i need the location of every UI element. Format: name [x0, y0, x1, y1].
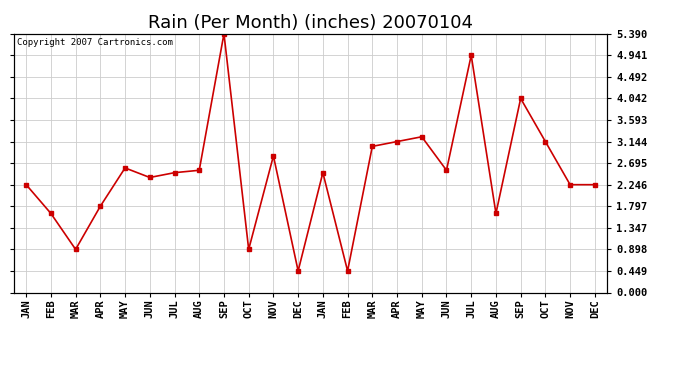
Title: Rain (Per Month) (inches) 20070104: Rain (Per Month) (inches) 20070104 — [148, 14, 473, 32]
Text: Copyright 2007 Cartronics.com: Copyright 2007 Cartronics.com — [17, 38, 172, 46]
